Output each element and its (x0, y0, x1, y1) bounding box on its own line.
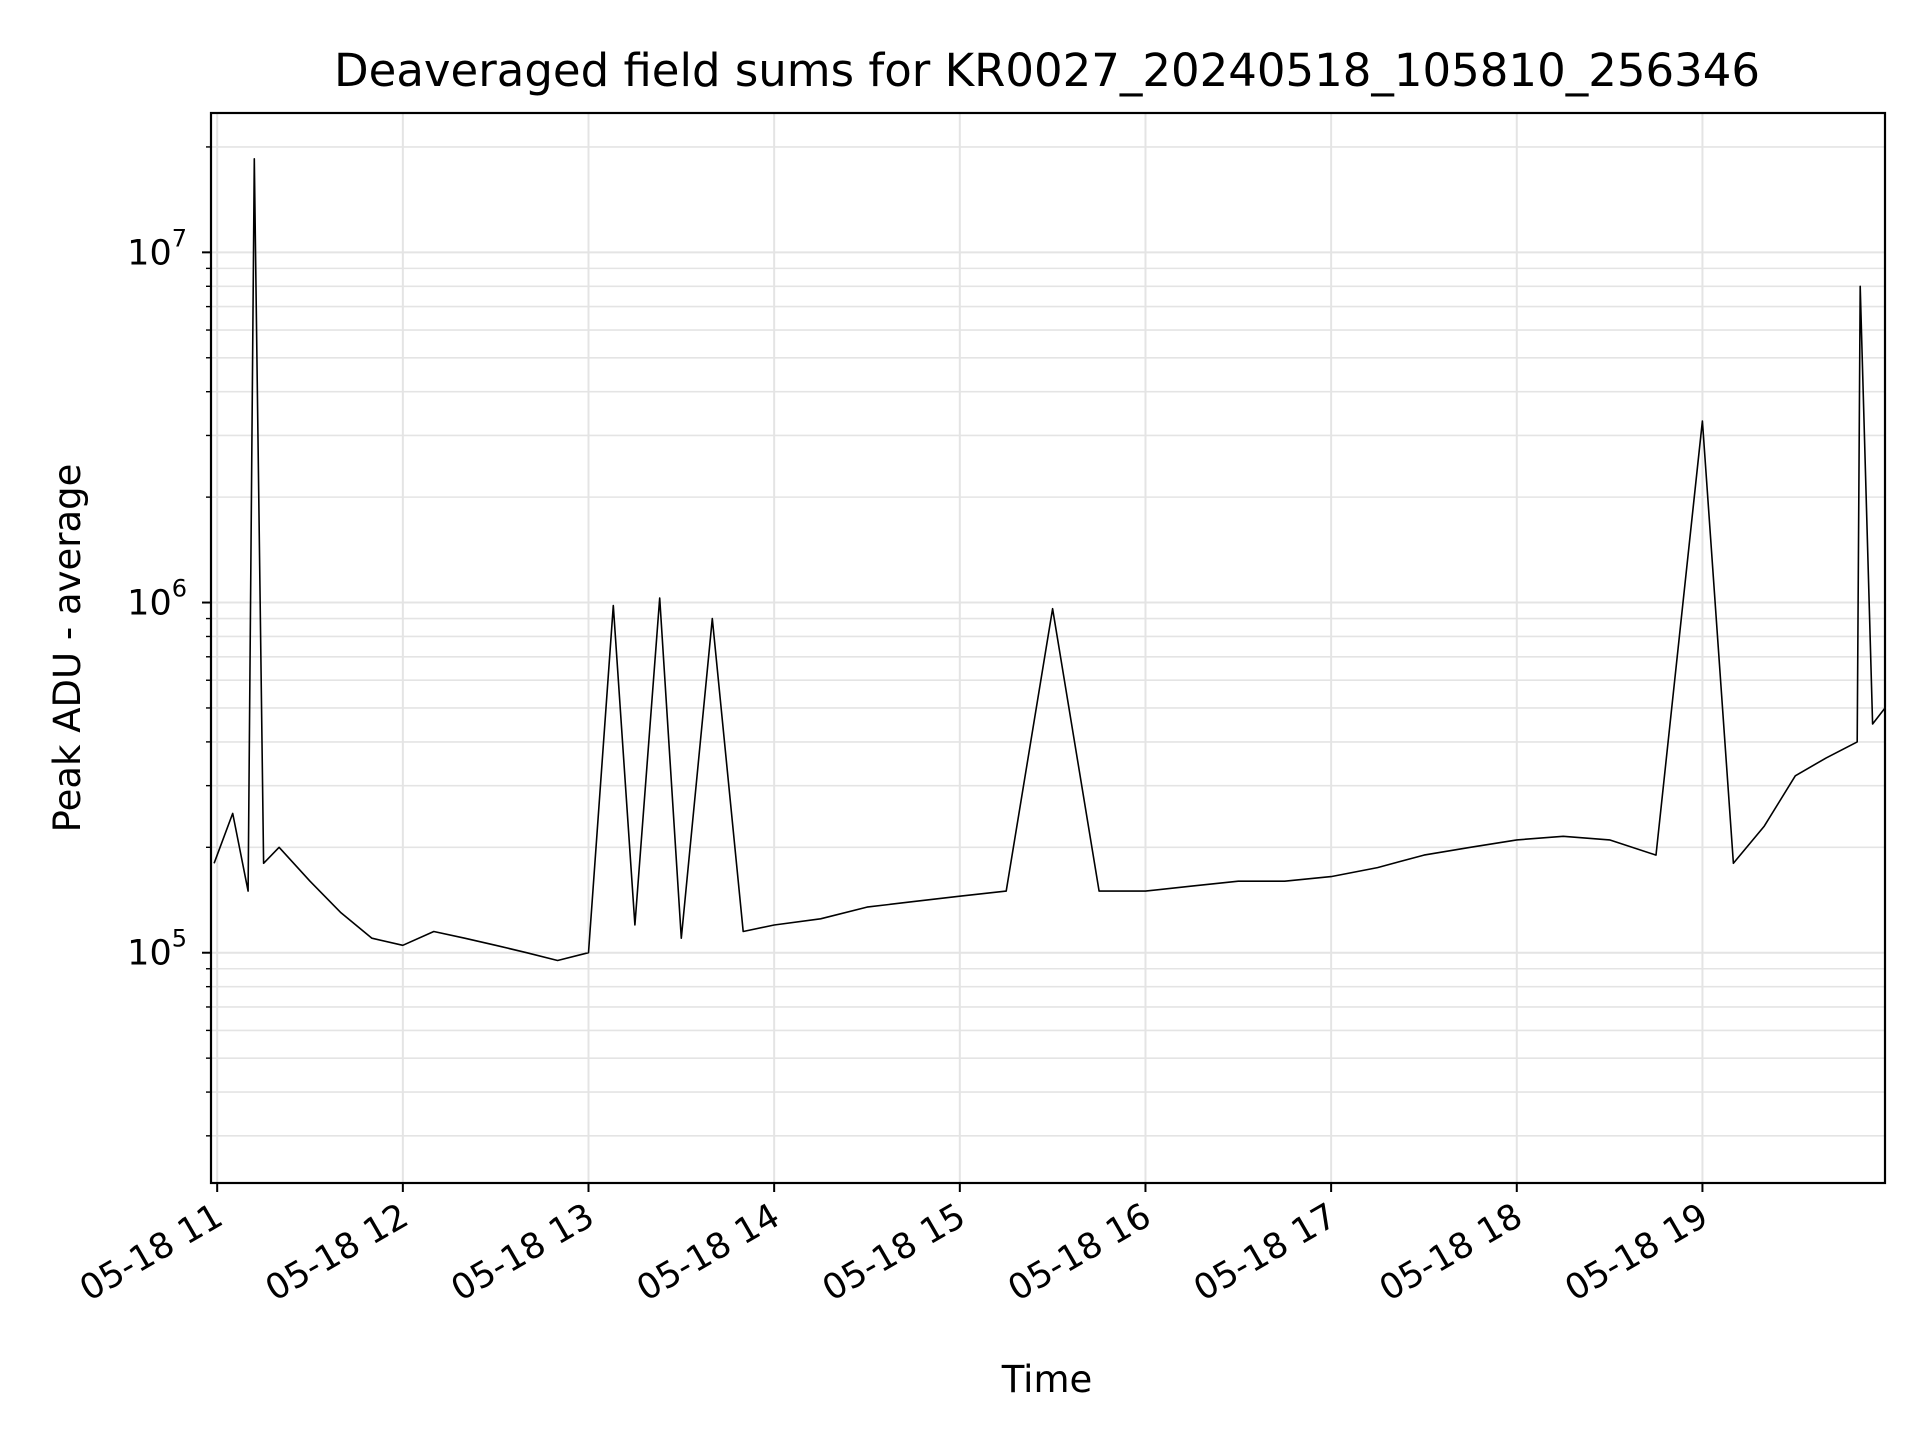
chart-title: Deaveraged field sums for KR0027_2024051… (334, 44, 1760, 97)
y-tick-label: 106 (127, 575, 187, 624)
x-axis-label: Time (1001, 1358, 1093, 1401)
y-tick-label: 107 (127, 224, 187, 273)
y-axis-label: Peak ADU - average (46, 464, 89, 833)
series-layer (213, 158, 1886, 962)
grid (211, 113, 1885, 1183)
y-tick-label: 105 (127, 925, 187, 974)
y-axis: 105 106 107 (127, 146, 211, 1137)
series-line (213, 158, 1886, 962)
plot-frame (209, 111, 1887, 1185)
